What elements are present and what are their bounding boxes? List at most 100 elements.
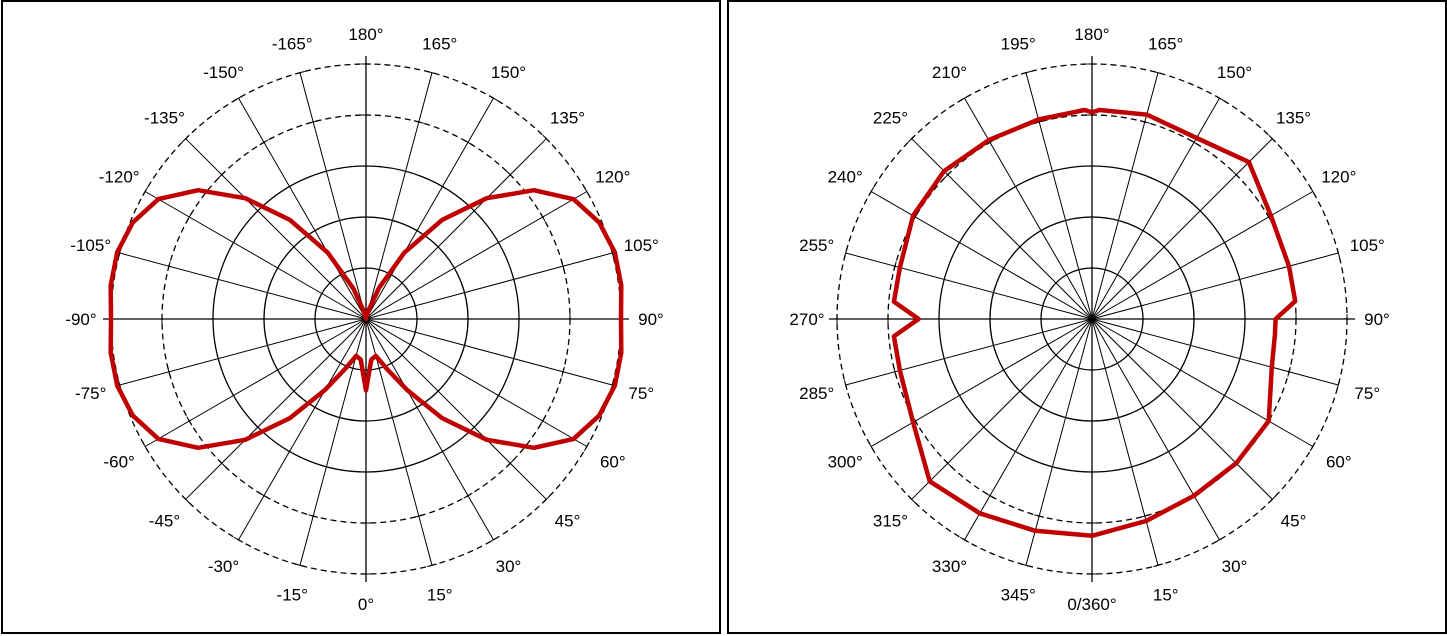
angle-label: 180° (1074, 25, 1109, 44)
grid-spoke (1091, 318, 1314, 447)
grid-spoke (1091, 191, 1314, 320)
grid-spoke (365, 318, 494, 541)
angle-label: 255° (799, 236, 834, 255)
angle-label: 285° (799, 384, 834, 403)
angle-label: -120° (99, 168, 140, 187)
angle-label: 120° (1321, 168, 1356, 187)
grid-tick (181, 134, 190, 143)
grid-tick (583, 441, 590, 452)
grid-tick (308, 120, 319, 124)
grid-tick (259, 492, 269, 499)
angle-label: 105° (624, 236, 659, 255)
grid-spoke (185, 138, 367, 320)
grid-tick (1153, 563, 1163, 568)
angle-label: 210° (932, 63, 967, 82)
grid-tick (561, 261, 565, 272)
grid-tick (259, 139, 269, 146)
angle-label: -45° (149, 512, 180, 531)
angle-label: -60° (103, 453, 134, 472)
grid-spoke (365, 72, 433, 320)
angle-label: -135° (144, 108, 185, 127)
angle-label: 165° (422, 35, 457, 54)
angle-label: -90° (65, 310, 96, 329)
angle-label: 0° (358, 595, 374, 614)
grid-tick (1309, 186, 1316, 197)
grid-spoke (1091, 252, 1339, 320)
grid-tick (1336, 380, 1341, 390)
grid-spoke (911, 138, 1093, 320)
grid-tick (1336, 248, 1341, 258)
grid-spoke (299, 72, 367, 320)
angle-label: 345° (1001, 585, 1036, 604)
grid-spoke (119, 318, 367, 386)
grid-tick (463, 139, 473, 146)
grid-tick (308, 514, 319, 518)
grid-tick (295, 563, 305, 568)
angle-label: 225° (873, 108, 908, 127)
series-line (891, 107, 1298, 539)
grid-spoke (1091, 138, 1273, 320)
grid-tick (868, 186, 875, 197)
angle-label: 135° (550, 108, 585, 127)
grid-tick (907, 495, 916, 504)
angle-label: 180° (348, 25, 383, 44)
angle-label: 195° (1001, 35, 1036, 54)
polar-chart-left: 0° 15° 30° 45° 60° 75° 90° 105° 120° 135° 150° 165°… (1, 0, 721, 634)
grid-spoke (964, 318, 1093, 541)
grid-tick (488, 95, 499, 102)
grid-tick (427, 70, 437, 75)
grid-tick (506, 170, 515, 179)
grid-tick (539, 212, 546, 222)
grid-spoke (870, 191, 1093, 320)
grid-spoke (964, 97, 1093, 320)
grid-tick (843, 248, 848, 258)
grid-tick (893, 261, 897, 272)
angle-label: -15° (277, 585, 308, 604)
grid-spoke (870, 318, 1093, 447)
grid-tick (843, 380, 848, 390)
grid-tick (1214, 536, 1225, 543)
grid-spoke (144, 191, 367, 320)
grid-spoke (1025, 72, 1093, 320)
grid-tick (233, 536, 244, 543)
grid-tick (1139, 514, 1150, 518)
grid-spoke (365, 252, 613, 320)
angle-label: 150° (491, 63, 526, 82)
grid-tick (1139, 120, 1150, 124)
angle-label: 90° (638, 310, 664, 329)
grid-tick (943, 459, 952, 468)
grid-spoke (1091, 97, 1220, 320)
grid-tick (167, 366, 171, 377)
grid-tick (583, 186, 590, 197)
grid-spoke (365, 318, 613, 386)
grid-tick (561, 366, 565, 377)
grid-tick (1021, 70, 1031, 75)
grid-spoke (185, 318, 367, 500)
grid-tick (427, 563, 437, 568)
angle-label: 30° (496, 557, 522, 576)
grid-tick (542, 495, 551, 504)
grid-tick (1287, 366, 1291, 377)
grid-spoke (238, 318, 367, 541)
grid-spoke (365, 191, 588, 320)
grid-tick (506, 459, 515, 468)
grid-spoke (1091, 318, 1220, 541)
grid-tick (142, 186, 149, 197)
grid-tick (217, 170, 226, 179)
grid-spoke (365, 318, 547, 500)
angle-label: 105° (1350, 236, 1385, 255)
polar-plot-left: 0° 15° 30° 45° 60° 75° 90° 105° 120° 135° 150° 165°… (65, 25, 664, 614)
grid-spoke (1091, 318, 1159, 566)
grid-spoke (238, 97, 367, 320)
grid-tick (868, 441, 875, 452)
grid-tick (167, 261, 171, 272)
grid-tick (542, 134, 551, 143)
grid-tick (943, 170, 952, 179)
grid-tick (1214, 95, 1225, 102)
angle-label: 90° (1364, 310, 1390, 329)
grid-tick (1309, 441, 1316, 452)
grid-spoke (1091, 318, 1273, 500)
angle-label: 60° (1326, 453, 1352, 472)
grid-tick (142, 441, 149, 452)
grid-tick (539, 416, 546, 426)
